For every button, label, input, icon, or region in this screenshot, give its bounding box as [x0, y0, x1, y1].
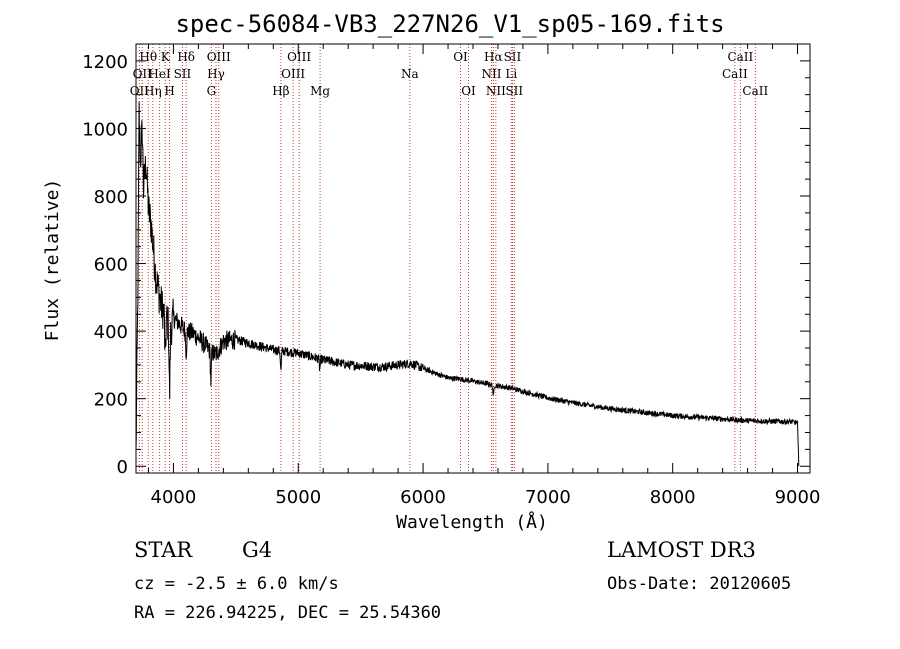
- y-tick-label-6: 1200: [82, 52, 128, 73]
- y-tick-label-3: 600: [94, 255, 128, 276]
- line-marker-label-11: OIII: [207, 50, 231, 64]
- x-tick-label-1: 5000: [275, 487, 321, 508]
- x-tick-label-5: 9000: [775, 487, 821, 508]
- plot-axes: 4000 5000 6000 7000 8000 9000 0 200 400 600 800 100…: [82, 43, 821, 508]
- line-marker-label-6: H: [164, 84, 174, 98]
- object-class: STAR: [134, 538, 193, 562]
- x-axis-label: Wavelength (Å): [396, 511, 548, 533]
- line-marker-label-13: OIII: [281, 67, 305, 81]
- line-marker-label-25: CaII: [722, 67, 748, 81]
- chart-title: spec-56084-VB3_227N26_V1_sp05-169.fits: [175, 10, 725, 38]
- line-marker-label-4: HeI: [148, 67, 171, 81]
- x-tick-label-4: 8000: [650, 487, 696, 508]
- line-marker-label-20: Hα: [484, 50, 503, 64]
- coordinates: RA = 226.94225, DEC = 25.54360: [134, 603, 442, 623]
- y-axis-label: Flux (relative): [42, 179, 63, 342]
- redshift-velocity: cz = -2.5 ± 6.0 km/s: [134, 574, 339, 594]
- plot-frame: [135, 43, 811, 474]
- line-marker-label-22: Li: [505, 67, 517, 81]
- x-tick-label-3: 7000: [525, 487, 571, 508]
- line-marker-label-10: Hγ: [207, 67, 225, 81]
- line-marker-label-12: Hβ: [272, 84, 289, 98]
- observation-date: Obs-Date: 20120605: [607, 574, 792, 594]
- line-marker-label-19: NII: [481, 67, 501, 81]
- line-marker-label-2: Hθ: [139, 50, 157, 64]
- y-tick-label-0: 0: [117, 457, 128, 478]
- line-marker-label-15: Mg: [310, 84, 330, 98]
- y-tick-label-5: 1000: [82, 119, 128, 140]
- line-marker-label-21: NII: [486, 84, 506, 98]
- line-marker-label-27: CaII: [742, 84, 768, 98]
- line-marker-label-5: K: [161, 50, 171, 64]
- line-marker-label-26: CaII: [727, 50, 753, 64]
- line-marker-label-18: OI: [461, 84, 476, 98]
- line-marker-label-14: OIII: [287, 50, 311, 64]
- y-tick-label-2: 400: [94, 322, 128, 343]
- line-marker-label-24: SII: [505, 84, 523, 98]
- x-tick-label-0: 4000: [151, 487, 197, 508]
- y-tick-label-1: 200: [94, 390, 128, 411]
- line-marker-label-9: G: [207, 84, 217, 98]
- x-tick-label-2: 6000: [400, 487, 446, 508]
- line-marker-label-17: OI: [453, 50, 468, 64]
- y-tick-label-4: 800: [94, 187, 128, 208]
- line-marker-label-16: Na: [401, 67, 419, 81]
- object-subclass: G4: [242, 538, 273, 562]
- spectrum-series: [135, 101, 800, 467]
- line-marker-label-0: OII: [130, 84, 150, 98]
- line-marker-label-23: SII: [504, 50, 522, 64]
- line-marker-label-8: Hδ: [177, 50, 195, 64]
- line-marker-label-7: SII: [174, 67, 192, 81]
- survey-name: LAMOST DR3: [607, 538, 756, 562]
- line-markers: OIIOIIHθHηHeIKHSIIHδGHγOIIIHβOIIIOIIIMgN…: [130, 44, 768, 473]
- spectrum-line: [135, 101, 800, 467]
- line-marker-label-3: Hη: [144, 84, 162, 98]
